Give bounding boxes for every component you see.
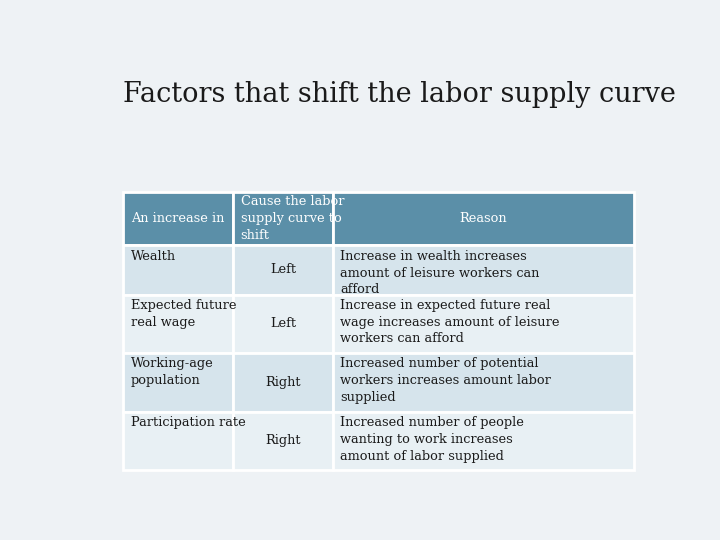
Bar <box>233 294 333 353</box>
Bar <box>124 192 233 246</box>
Bar <box>333 294 634 353</box>
Bar <box>124 411 233 470</box>
Text: Wealth: Wealth <box>131 250 176 263</box>
Text: Right: Right <box>265 434 301 448</box>
Text: Increased number of people
wanting to work increases
amount of labor supplied: Increased number of people wanting to wo… <box>340 416 524 463</box>
Text: Right: Right <box>265 376 301 389</box>
Text: Increased number of potential
workers increases amount labor
supplied: Increased number of potential workers in… <box>340 357 551 404</box>
Bar <box>233 411 333 470</box>
Bar <box>233 246 333 294</box>
Bar <box>233 353 333 411</box>
Bar <box>124 246 233 294</box>
Text: Increase in expected future real
wage increases amount of leisure
workers can af: Increase in expected future real wage in… <box>340 299 559 346</box>
Text: Increase in wealth increases
amount of leisure workers can
afford: Increase in wealth increases amount of l… <box>340 250 539 296</box>
Bar <box>124 294 233 353</box>
Text: Expected future
real wage: Expected future real wage <box>131 299 236 329</box>
Text: Reason: Reason <box>459 212 508 225</box>
Text: Left: Left <box>270 318 296 330</box>
Text: Participation rate: Participation rate <box>131 416 246 429</box>
Bar <box>333 353 634 411</box>
Text: Working-age
population: Working-age population <box>131 357 214 387</box>
Bar <box>233 192 333 246</box>
Text: Factors that shift the labor supply curve: Factors that shift the labor supply curv… <box>124 82 676 109</box>
Bar <box>333 246 634 294</box>
Bar <box>124 353 233 411</box>
Bar <box>333 411 634 470</box>
Bar <box>333 192 634 246</box>
Text: Left: Left <box>270 264 296 276</box>
Text: Cause the labor
supply curve to
shift: Cause the labor supply curve to shift <box>240 195 344 242</box>
Text: An increase in: An increase in <box>131 212 224 225</box>
